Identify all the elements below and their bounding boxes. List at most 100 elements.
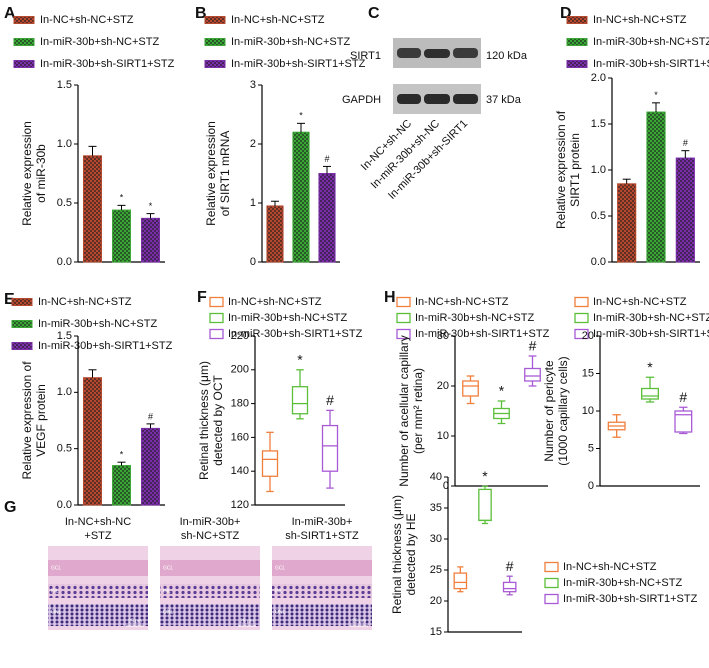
y-axis-label: (per mm² retina) [411, 368, 425, 454]
legend-swatch [566, 38, 588, 46]
significance: * [482, 468, 488, 484]
blot-size-label: 120 kDa [486, 50, 528, 62]
scale-label: 25 μm [240, 618, 254, 624]
legend-swatch [574, 328, 589, 340]
box [321, 424, 339, 472]
legend-label: In-NC+sh-NC+STZ [563, 561, 657, 573]
scale-label: 25 μm [352, 618, 366, 624]
legend-label: In-NC+sh-NC+STZ [38, 296, 132, 308]
legend-label: In-miR-30b+sh-SIRT1+STZ [40, 58, 175, 70]
chart: F In-NC+sh-NC+STZ In-miR-30b+sh-NC+STZ In-m… [197, 289, 363, 511]
bar [112, 209, 131, 263]
y-axis-label: of SIRT1 mRNA [218, 131, 232, 217]
column-header: In-NC+sh-NC [65, 516, 131, 528]
legend-label: In-NC+sh-NC+STZ [593, 14, 687, 26]
y-tick-label: 35 [430, 502, 442, 514]
column-header: sh-SIRT1+STZ [285, 530, 359, 542]
legend-swatch [11, 342, 33, 350]
chart: H In-NC+sh-NC+STZ In-miR-30b+sh-NC+STZ In-m… [384, 289, 550, 492]
box [502, 581, 517, 593]
panel-letter: E [4, 291, 15, 308]
box [453, 572, 468, 590]
legend-label: In-miR-30b+sh-NC+STZ [228, 312, 347, 324]
significance: * [299, 111, 303, 121]
significance: * [149, 201, 153, 211]
y-tick-label: 200 [231, 364, 249, 376]
inl-layer [272, 584, 372, 598]
y-tick-label: 140 [231, 465, 249, 477]
blot-row-label: SIRT1 [350, 50, 381, 62]
y-tick-label: 1 [250, 197, 256, 209]
band [453, 48, 478, 58]
legend-label: In-miR-30b+sh-NC+STZ [415, 312, 534, 324]
y-tick-label: 15 [430, 626, 442, 638]
layer-label: INL [275, 588, 283, 594]
legend-swatch [13, 38, 35, 46]
y-tick-label: 30 [430, 533, 442, 545]
y-tick-label: 20 [430, 595, 442, 607]
legend-label: In-miR-30b+sh-NC+STZ [231, 36, 350, 48]
y-tick-label: 2.0 [591, 72, 606, 84]
legend-label: In-miR-30b+sh-SIRT1+STZ [593, 58, 709, 70]
significance: # [683, 138, 688, 148]
legend-label: In-NC+sh-NC+STZ [231, 14, 325, 26]
significance: * [499, 383, 505, 399]
legend-swatch [11, 320, 33, 328]
panel-letter: D [560, 5, 572, 22]
significance: # [506, 558, 514, 574]
chart: D In-NC+sh-NC+STZ In-miR-30b+sh-NC+STZ In-m… [554, 5, 709, 268]
legend-label: In-miR-30b+sh-SIRT1+STZ [231, 58, 366, 70]
gcl-layer [160, 560, 260, 576]
chart: B In-NC+sh-NC+STZ In-miR-30b+sh-NC+STZ In-m… [195, 5, 366, 268]
legend-label: In-miR-30b+sh-NC+STZ [40, 36, 159, 48]
gcl-layer [272, 560, 372, 576]
legend-swatch [204, 38, 226, 46]
chart: A In-NC+sh-NC+STZ In-miR-30b+sh-NC+STZ In-m… [4, 5, 175, 268]
box [478, 488, 492, 522]
y-tick-label: 1.0 [591, 164, 606, 176]
scale-label: 25 μm [128, 618, 142, 624]
band [424, 94, 450, 104]
blot-size-label: 37 kDa [486, 94, 522, 106]
y-axis-label: of miR-30b [34, 144, 48, 203]
y-tick-label: 1.0 [57, 386, 72, 398]
y-tick-label: 0.5 [57, 443, 72, 455]
legend-label: In-NC+sh-NC+STZ [40, 14, 134, 26]
y-tick-label: 160 [231, 431, 249, 443]
y-tick-label: 40 [430, 471, 442, 483]
layer-label: GCL [163, 565, 174, 571]
legend-swatch [209, 296, 224, 308]
inl-layer [160, 584, 260, 598]
y-tick-label: 180 [231, 398, 249, 410]
legend-swatch [204, 16, 226, 24]
y-tick-label: 20 [437, 380, 449, 392]
layer-label: GCL [51, 565, 62, 571]
significance: * [654, 90, 658, 100]
histology: G In-NC+sh-NC +STZ GCL INL ONL 25 μm In-miR-30… [4, 499, 372, 630]
panel-letter: G [4, 499, 16, 516]
y-tick-label: 10 [437, 430, 449, 442]
y-axis-label: Retinal thickness (μm) [390, 495, 404, 614]
column-header: In-miR-30b+ [292, 516, 353, 528]
legend-swatch [396, 296, 411, 308]
y-tick-label: 0.5 [591, 210, 606, 222]
bar [617, 183, 637, 263]
gcl-layer [48, 560, 148, 576]
box [462, 380, 479, 397]
y-axis-label: SIRT1 protein [568, 133, 582, 207]
legend-swatch [11, 298, 33, 306]
bar [266, 205, 284, 263]
y-tick-label: 1.0 [57, 138, 72, 150]
layer-label: INL [51, 588, 59, 594]
bar [292, 131, 310, 263]
y-tick-label: 0.5 [57, 197, 72, 209]
y-axis-label: Retinal thickness (μm) [197, 361, 211, 480]
y-tick-label: 20 [582, 330, 594, 342]
layer-label: GCL [275, 565, 286, 571]
y-tick-label: 1.5 [57, 79, 72, 91]
onl-layer [160, 604, 260, 626]
bar [675, 157, 695, 263]
legend-swatch [396, 312, 411, 324]
bar [141, 217, 160, 263]
